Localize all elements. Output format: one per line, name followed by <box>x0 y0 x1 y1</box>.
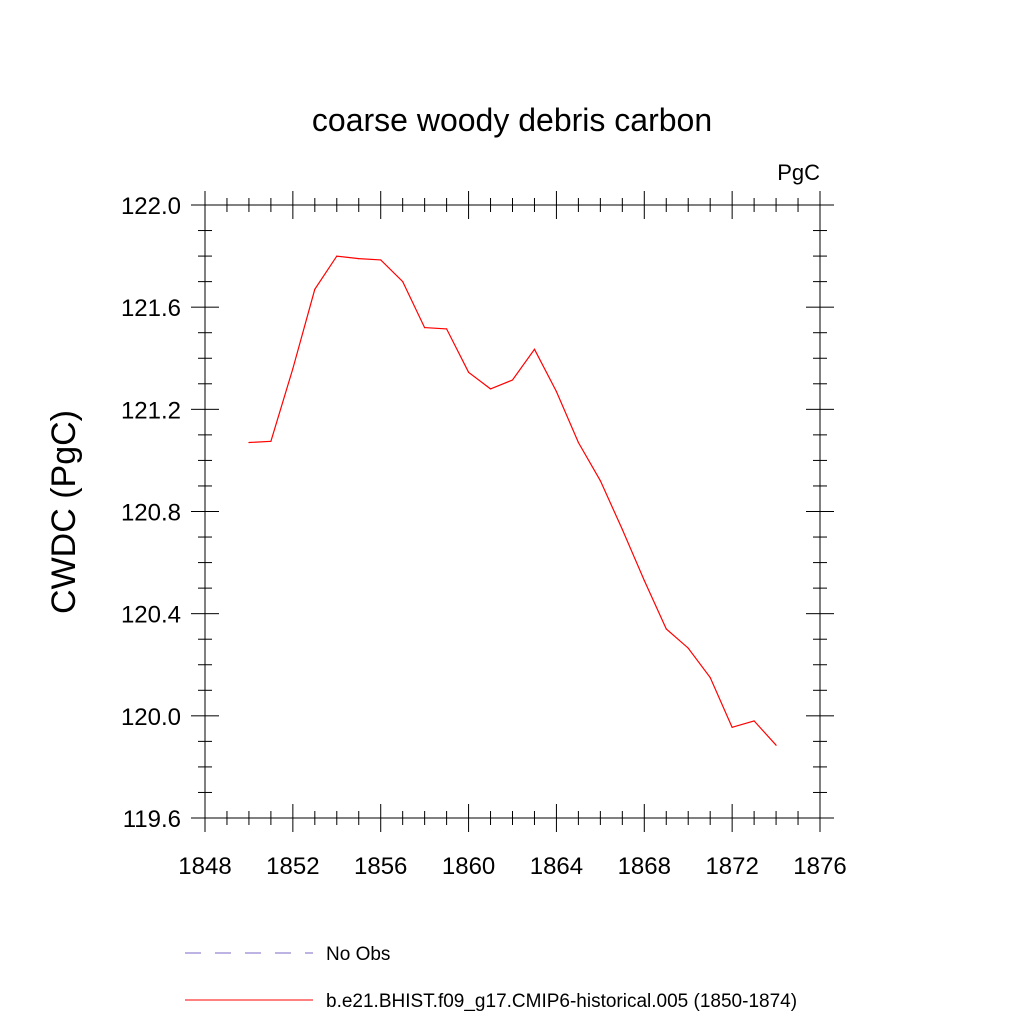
legend-label: b.e21.BHIST.f09_g17.CMIP6-historical.005… <box>326 991 797 1012</box>
x-tick-label: 1872 <box>705 853 758 880</box>
data-point <box>511 379 514 381</box>
data-point <box>314 288 316 290</box>
data-point <box>467 371 470 373</box>
data-point <box>621 528 623 530</box>
y-tick-label: 122.0 <box>121 193 181 220</box>
data-point <box>336 255 338 257</box>
data-point <box>687 647 689 649</box>
legend: No Obs b.e21.BHIST.f09_g17.CMIP6-historic… <box>185 944 797 1012</box>
data-point <box>424 327 426 329</box>
data-point <box>292 367 294 370</box>
x-tick-label: 1876 <box>793 853 846 880</box>
data-point <box>775 744 777 746</box>
y-tick-label: 120.0 <box>121 704 181 731</box>
data-point <box>248 441 250 444</box>
data-point <box>599 480 601 482</box>
x-tick-label: 1868 <box>618 853 671 880</box>
data-point <box>489 388 492 390</box>
data-point <box>643 579 645 582</box>
data-point <box>380 259 382 261</box>
legend-label: No Obs <box>326 944 390 965</box>
y-axis-label: CWDC (PgC) <box>45 410 83 614</box>
y-tick-label: 120.8 <box>121 500 181 527</box>
x-tick-label: 1864 <box>530 853 583 880</box>
data-point <box>555 390 558 393</box>
plot-frame <box>204 204 821 819</box>
data-point <box>577 441 579 444</box>
data-point <box>402 281 404 283</box>
series-line <box>248 255 777 746</box>
data-point <box>358 258 360 260</box>
data-point <box>753 720 755 722</box>
data-point <box>709 676 711 679</box>
data-point <box>731 726 733 728</box>
units-label: PgC <box>777 160 820 185</box>
x-tick-label: 1860 <box>442 853 495 880</box>
data-point <box>446 328 448 330</box>
x-tick-label: 1856 <box>354 853 407 880</box>
x-tick-label: 1848 <box>178 853 231 880</box>
y-tick-label: 119.6 <box>123 806 181 833</box>
series-layer <box>248 255 777 746</box>
ticks-layer: 1848 1852 1856 1860 1864 1868 1872 1876 119.6 120… <box>121 191 847 880</box>
data-point <box>270 440 272 442</box>
chart-title: coarse woody debris carbon <box>312 102 712 138</box>
y-tick-label: 121.6 <box>121 295 181 322</box>
y-tick-label: 120.4 <box>121 602 181 629</box>
data-point <box>533 348 536 350</box>
y-tick-label: 121.2 <box>121 397 181 424</box>
x-tick-label: 1852 <box>266 853 319 880</box>
data-point <box>665 628 667 630</box>
